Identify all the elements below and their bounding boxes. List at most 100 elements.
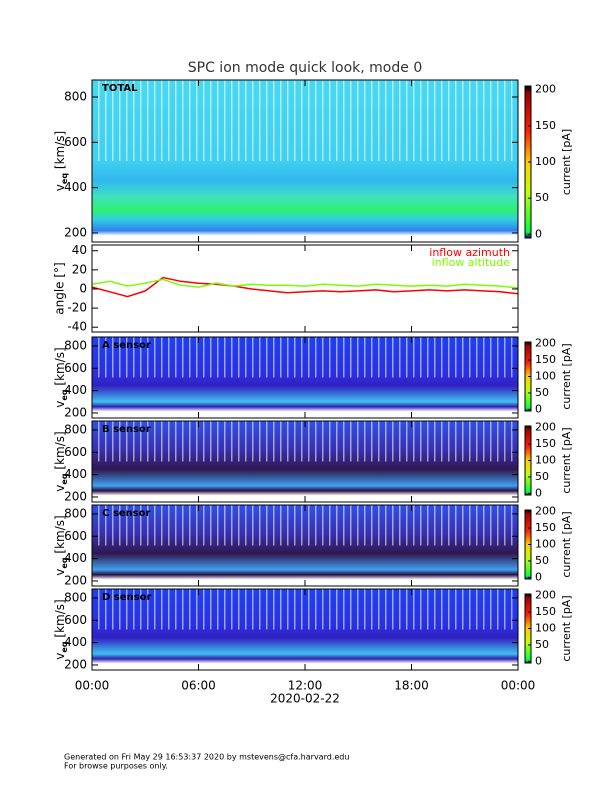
colorbar-tick-label: 200	[535, 83, 556, 96]
colorbar-tick-label: 0	[535, 486, 542, 499]
spectrogram-streaks	[92, 421, 518, 462]
spectrogram-streaks	[92, 80, 518, 161]
y-axis-label-part: [km/s]	[53, 131, 67, 173]
y-tick-label: 600	[64, 613, 87, 627]
y-axis-label-part: v	[53, 485, 67, 492]
y-tick-label: 200	[64, 489, 87, 503]
y-tick-label: 600	[64, 529, 87, 543]
x-tick-label: 06:00	[181, 679, 216, 693]
colorbar-tick-label: 100	[535, 622, 556, 635]
y-tick-label: 400	[64, 467, 87, 481]
y-tick-label: 800	[64, 89, 87, 103]
y-axis-label-part: [km/s]	[53, 515, 67, 557]
colorbar-tick-label: 50	[535, 386, 549, 399]
colorbar-label: current [pA]	[560, 511, 573, 577]
y-axis-label-part: [km/s]	[53, 599, 67, 641]
y-axis-label: angle [°]	[53, 262, 67, 314]
legend-label: inflow altitude	[432, 256, 511, 269]
colorbar-tick-label: 150	[535, 437, 556, 450]
y-axis-label: veq [km/s]	[53, 431, 69, 491]
y-tick-label: 400	[64, 383, 87, 397]
colorbar-label: current [pA]	[560, 427, 573, 493]
colorbar-tick-label: 0	[535, 227, 542, 240]
y-tick-label: 20	[72, 262, 87, 276]
plot-frame	[91, 244, 519, 333]
colorbar-tick-label: 100	[535, 370, 556, 383]
colorbar-tick-label: 150	[535, 605, 556, 618]
spectrogram-streaks	[92, 505, 518, 546]
x-tick-label: 18:00	[394, 679, 429, 693]
plot-frame	[91, 336, 519, 419]
colorbar-tick-label: 50	[535, 554, 549, 567]
y-axis-label-part: eq	[60, 641, 69, 652]
y-axis-label: veq [km/s]	[53, 131, 69, 191]
y-tick-label: 200	[64, 405, 87, 419]
colorbar-tick-label: 0	[535, 654, 542, 667]
colorbar-tick-label: 50	[535, 638, 549, 651]
footer-line: Generated on Fri May 29 16:53:37 2020 by…	[64, 753, 349, 762]
y-axis-label-part: eq	[60, 473, 69, 484]
colorbar-tick-label: 200	[535, 589, 556, 602]
y-tick-label: 600	[64, 445, 87, 459]
y-tick-label: 800	[64, 338, 87, 352]
colorbar-tick-label: 100	[535, 155, 556, 168]
legend-label: inflow azimuth	[429, 246, 510, 259]
colorbar-tick-label: 200	[535, 505, 556, 518]
y-tick-label: 600	[64, 361, 87, 375]
y-tick-label: 400	[64, 551, 87, 565]
colorbar-tick-label: 100	[535, 538, 556, 551]
y-axis-label-part: v	[53, 569, 67, 576]
y-tick-label: 600	[64, 135, 87, 149]
spectrogram-streaks	[92, 337, 518, 378]
panel-label: TOTAL	[102, 83, 138, 94]
colorbar-tick-label: 0	[535, 570, 542, 583]
colorbar-tick-label: 200	[535, 337, 556, 350]
y-tick-label: 800	[64, 422, 87, 436]
y-tick-label: 400	[64, 635, 87, 649]
colorbar-tick-label: 50	[535, 191, 549, 204]
y-tick-label: 800	[64, 590, 87, 604]
y-axis-label: veq [km/s]	[53, 599, 69, 659]
y-tick-label: 200	[64, 657, 87, 671]
panel-label: B sensor	[102, 424, 151, 435]
panel-label: C sensor	[102, 508, 150, 519]
colorbar-tick-label: 0	[535, 402, 542, 415]
colorbar-label: current [pA]	[560, 595, 573, 661]
y-tick-label: 200	[64, 573, 87, 587]
y-axis-label: veq [km/s]	[53, 347, 69, 407]
series-line	[91, 276, 519, 298]
colorbar-label: current [pA]	[560, 129, 573, 195]
y-axis-label-part: v	[53, 401, 67, 408]
y-tick-label: 0	[79, 281, 87, 295]
y-tick-label: 800	[64, 506, 87, 520]
y-tick-label: -20	[67, 301, 87, 315]
series-line	[91, 278, 519, 289]
y-axis-label-part: [km/s]	[53, 431, 67, 473]
y-tick-label: 200	[64, 225, 87, 239]
y-axis-label-part: v	[53, 653, 67, 660]
y-axis-label-part: [km/s]	[53, 347, 67, 389]
colorbar-tick-label: 50	[535, 470, 549, 483]
plot-frame	[91, 79, 519, 243]
y-axis-label: veq [km/s]	[53, 515, 69, 575]
y-axis-label-part: eq	[60, 389, 69, 400]
chart-title: SPC ion mode quick look, mode 0	[188, 60, 422, 76]
y-tick-label: 40	[72, 243, 87, 257]
spectrogram-streaks	[92, 589, 518, 630]
colorbar-tick-label: 150	[535, 119, 556, 132]
plot-frame	[91, 504, 519, 587]
x-tick-label: 12:00	[288, 679, 323, 693]
colorbar-tick-label: 100	[535, 454, 556, 467]
y-tick-label: 400	[64, 180, 87, 194]
colorbar-label: current [pA]	[560, 343, 573, 409]
y-axis-label-part: v	[53, 184, 67, 191]
colorbar-tick-label: 150	[535, 521, 556, 534]
x-tick-label: 00:00	[75, 679, 110, 693]
x-axis-label: 2020-02-22	[270, 692, 340, 706]
plot-frame	[91, 420, 519, 503]
colorbar-tick-label: 150	[535, 353, 556, 366]
y-axis-label-part: eq	[60, 173, 69, 184]
x-tick-label: 00:00	[501, 679, 536, 693]
plot-frame	[91, 588, 519, 671]
